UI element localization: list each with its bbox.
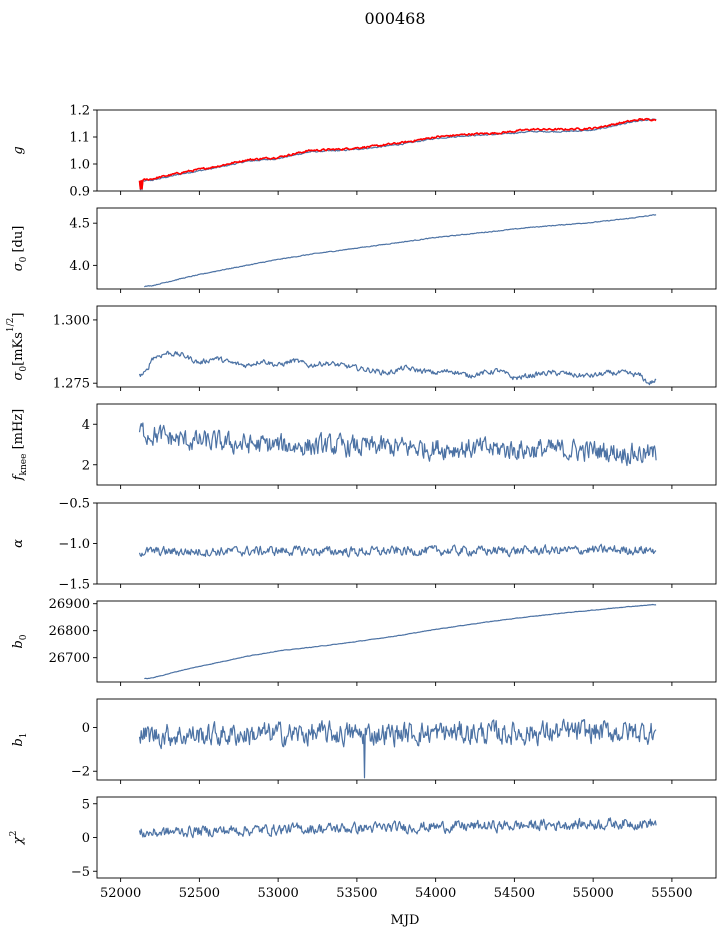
y-tick-label-alpha--0.5: −0.5 <box>58 497 90 512</box>
y-tick-label-chi2-5: 5 <box>82 797 90 812</box>
series-line-alpha-0 <box>138 543 657 558</box>
axes-frame-b0 <box>96 600 717 683</box>
x-tick-label-54000: 54000 <box>415 886 456 901</box>
y-tick-label-fknee-4: 4 <box>82 418 90 433</box>
y-tick-label-b0-26700: 26700 <box>49 651 90 666</box>
y-tick-label-g-0.9: 0.9 <box>69 185 90 200</box>
y-tick-label-chi2--5: −5 <box>71 865 90 880</box>
y-axis-label-b1: b1 <box>11 732 29 746</box>
y-tick-label-b0-26800: 26800 <box>49 624 90 639</box>
panel-b1: −2 0 b1 <box>11 698 717 784</box>
panel-g: 0.9 1.0 1.1 1.2 g <box>11 104 717 200</box>
panel-chi2: 52000 52500 53000 53500 54000 54500 55000 55500… <box>9 796 717 901</box>
y-tick-label-alpha--1: −1.0 <box>58 537 90 552</box>
y-tick-label-sigma0mk-1.3: 1.300 <box>53 313 90 328</box>
y-axis-label-chi2: χ2 <box>9 831 26 846</box>
panel-b0: 26700 26800 26900 b0 <box>11 597 717 686</box>
series-line-sigma0-0 <box>144 214 657 288</box>
y-tick-label-g-1.1: 1.1 <box>69 131 90 146</box>
y-tick-label-chi2-0: 0 <box>82 831 90 846</box>
figure-title: 000468 <box>364 9 425 28</box>
series-line-b1-0 <box>138 718 657 779</box>
panels: 0.9 1.0 1.1 1.2 g 4.0 4.5 σ0 [du] 1.275 1.300 σ0[m… <box>6 104 717 901</box>
panel-fknee: 2 4 fknee [mHz] <box>11 403 717 489</box>
x-tick-label-52000: 52000 <box>100 886 141 901</box>
axes-frame-b1 <box>96 698 717 781</box>
panel-alpha: −1.5 −1.0 −0.5 α <box>11 497 717 593</box>
y-tick-label-b1--2: −2 <box>71 765 90 780</box>
panel-sigma0mk: 1.275 1.300 σ0[mKs1/2] <box>6 305 717 392</box>
axes-frame-chi2 <box>96 796 717 879</box>
series-line-fknee-0 <box>138 422 657 467</box>
x-tick-label-55500: 55500 <box>651 886 692 901</box>
axes-frame-alpha <box>96 502 717 585</box>
y-tick-label-fknee-2: 2 <box>82 458 90 473</box>
x-tick-label-52500: 52500 <box>179 886 220 901</box>
x-tick-label-54500: 54500 <box>494 886 535 901</box>
series-line-g-0 <box>138 118 657 191</box>
axes-frame-g <box>96 109 717 192</box>
x-tick-label-53500: 53500 <box>336 886 377 901</box>
y-axis-label-fknee: fknee [mHz] <box>11 409 29 482</box>
series-line-chi2-0 <box>138 817 657 839</box>
y-axis-label-b0: b0 <box>11 634 29 648</box>
axes-frame-sigma0mk <box>96 305 717 388</box>
y-tick-label-sigma0-4.5: 4.5 <box>69 217 90 232</box>
y-tick-label-g-1.2: 1.2 <box>69 104 90 119</box>
y-tick-label-sigma0mk-1.275: 1.275 <box>53 377 90 392</box>
y-tick-label-g-1: 1.0 <box>69 158 90 173</box>
x-tick-label-53000: 53000 <box>257 886 298 901</box>
y-tick-label-b1-0: 0 <box>82 721 90 736</box>
y-axis-label-sigma0: σ0 [du] <box>11 226 29 272</box>
y-tick-label-sigma0-4: 4.0 <box>69 259 90 274</box>
y-axis-label-g: g <box>11 146 26 154</box>
series-line-sigma0mk-0 <box>138 350 657 386</box>
y-axis-label-sigma0mk: σ0[mKs1/2] <box>6 313 29 381</box>
y-tick-label-alpha--1.5: −1.5 <box>58 578 90 593</box>
x-tick-label-55000: 55000 <box>572 886 613 901</box>
axes-frame-sigma0 <box>96 207 717 290</box>
series-line-b0-0 <box>144 603 657 680</box>
y-axis-label-alpha: α <box>11 539 26 548</box>
y-tick-label-b0-26900: 26900 <box>49 597 90 612</box>
panel-sigma0: 4.0 4.5 σ0 [du] <box>11 207 717 293</box>
x-axis-label: MJD <box>391 913 420 928</box>
series-line-g-1 <box>138 117 657 190</box>
axes-frame-fknee <box>96 403 717 486</box>
